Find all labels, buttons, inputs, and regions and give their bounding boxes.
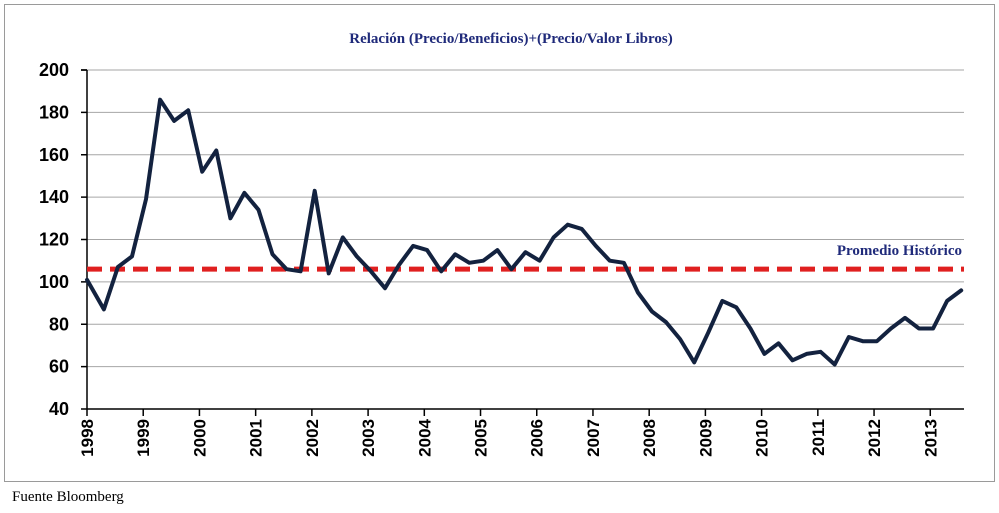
- data-point: [960, 289, 962, 291]
- data-point: [286, 268, 288, 270]
- data-point: [215, 150, 217, 152]
- data-point: [932, 327, 934, 329]
- data-point: [510, 268, 512, 270]
- data-point: [707, 332, 709, 334]
- data-point: [398, 264, 400, 266]
- x-tick-label: 2000: [190, 419, 209, 457]
- data-point: [637, 291, 639, 293]
- data-point: [567, 224, 569, 226]
- y-tick-label: 60: [49, 357, 69, 377]
- data-point: [834, 364, 836, 366]
- source-note: Fuente Bloomberg: [12, 489, 124, 505]
- data-point: [187, 109, 189, 111]
- y-tick-label: 80: [49, 314, 69, 334]
- data-point: [918, 327, 920, 329]
- x-tick-label: 2002: [303, 419, 322, 457]
- data-point: [792, 359, 794, 361]
- y-tick-label: 100: [39, 272, 69, 292]
- data-point: [131, 255, 133, 257]
- x-tick-label: 2012: [865, 419, 884, 457]
- data-point: [623, 262, 625, 264]
- data-point: [342, 236, 344, 238]
- data-point: [117, 266, 119, 268]
- x-tick-label: 2008: [640, 419, 659, 457]
- data-point: [300, 270, 302, 272]
- y-tick-label: 140: [39, 187, 69, 207]
- data-point: [581, 228, 583, 230]
- data-point: [763, 353, 765, 355]
- chart-frame: Relación (Precio/Beneficios)+(Precio/Val…: [4, 4, 995, 482]
- x-tick-label: 2005: [472, 419, 491, 457]
- data-point: [525, 251, 526, 253]
- data-point: [314, 190, 316, 192]
- data-point: [553, 236, 555, 238]
- x-tick-label: 1999: [134, 419, 153, 457]
- data-point: [693, 361, 695, 363]
- data-point: [103, 308, 105, 310]
- x-tick-label: 2003: [359, 419, 378, 457]
- historical-average-label: Promedio Histórico: [837, 243, 962, 259]
- data-point: [890, 327, 892, 329]
- x-tick-label: 2011: [809, 419, 828, 456]
- chart-title: Relación (Precio/Beneficios)+(Precio/Val…: [349, 31, 673, 47]
- data-point: [679, 338, 681, 340]
- y-tick-label: 40: [49, 399, 69, 419]
- x-tick-label: 2007: [584, 419, 603, 457]
- x-tick-label: 2009: [696, 419, 715, 457]
- data-point: [482, 260, 484, 262]
- data-point: [370, 270, 372, 272]
- data-point: [820, 351, 822, 353]
- data-point: [257, 209, 259, 211]
- line-chart: Relación (Precio/Beneficios)+(Precio/Val…: [39, 31, 964, 457]
- x-tick-label: 2006: [528, 419, 547, 457]
- data-point: [86, 279, 88, 281]
- data-point: [454, 253, 456, 255]
- data-point: [384, 287, 386, 289]
- data-point: [609, 260, 611, 262]
- x-tick-label: 2013: [921, 419, 940, 457]
- data-point: [426, 249, 428, 251]
- data-point: [468, 262, 470, 264]
- series-line: [85, 97, 964, 367]
- data-point: [243, 192, 245, 194]
- data-point: [356, 255, 358, 257]
- data-point: [876, 340, 878, 342]
- data-point: [806, 353, 808, 355]
- data-point: [777, 342, 779, 344]
- data-point: [848, 336, 850, 338]
- data-point: [735, 306, 737, 308]
- y-tick-label: 120: [39, 230, 69, 250]
- x-tick-label: 2001: [247, 419, 266, 457]
- data-point: [904, 317, 906, 319]
- x-tick-label: 2010: [753, 419, 772, 457]
- data-point: [946, 300, 948, 302]
- data-point: [721, 300, 723, 302]
- data-point: [201, 171, 203, 173]
- y-tick-label: 160: [39, 145, 69, 165]
- data-point: [159, 99, 161, 101]
- x-tick-label: 2004: [415, 418, 434, 456]
- data-point: [862, 340, 864, 342]
- y-tick-label: 200: [39, 60, 69, 80]
- data-point: [440, 270, 442, 272]
- data-point: [412, 245, 414, 247]
- data-point: [328, 272, 330, 274]
- data-point: [539, 260, 541, 262]
- y-tick-label: 180: [39, 102, 69, 122]
- data-point: [665, 321, 667, 323]
- data-point: [272, 253, 274, 255]
- data-point: [749, 327, 751, 329]
- data-point: [173, 120, 175, 122]
- data-point: [145, 198, 147, 200]
- data-point: [595, 245, 597, 247]
- x-tick-label: 1998: [78, 419, 97, 457]
- data-point: [496, 249, 498, 251]
- data-point: [229, 217, 231, 219]
- data-point: [651, 311, 653, 313]
